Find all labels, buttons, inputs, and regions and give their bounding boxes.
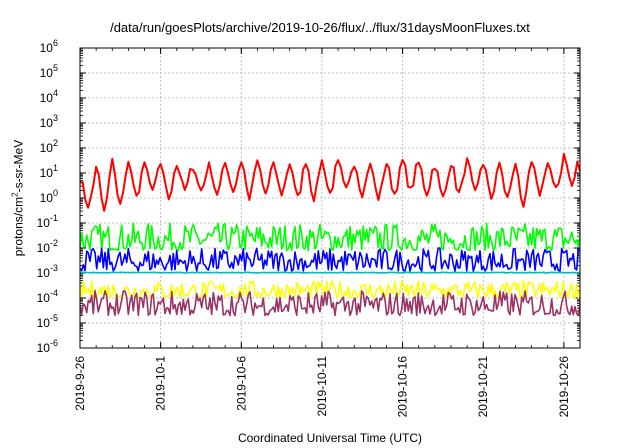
y-tick-label: 10-1 — [37, 213, 58, 230]
x-tick-label: 2019-10-21 — [476, 356, 490, 418]
plot-frame — [79, 47, 581, 349]
y-tick-label: 10-5 — [37, 313, 58, 330]
y-tick-label: 10-4 — [37, 288, 58, 305]
x-tick-label: 2019-10-26 — [557, 356, 571, 418]
y-tick-label: 105 — [40, 63, 58, 80]
y-tick-label: 100 — [40, 188, 58, 205]
y-tick-label: 102 — [40, 138, 58, 155]
series-line-1 — [79, 152, 581, 212]
y-tick-label: 103 — [40, 113, 58, 130]
y-tick-label: 101 — [40, 163, 58, 180]
series-line-6 — [79, 289, 581, 317]
chart-grid — [79, 47, 580, 349]
x-tick-label: 2019-10-16 — [396, 356, 410, 418]
chart-title: /data/run/goesPlots/archive/2019-10-26/f… — [110, 20, 530, 35]
y-tick-label: 10-6 — [37, 338, 58, 355]
series-line-2 — [79, 222, 581, 252]
x-tick-label: 2019-9-26 — [73, 356, 87, 411]
series-line-5 — [79, 280, 581, 299]
y-tick-label: 10-3 — [37, 263, 58, 280]
series-line-4 — [79, 247, 581, 272]
y-tick-labels: 10-6 10-5 10-4 10-3 10-2 10-1 100 101 102 103 104 1… — [37, 38, 58, 355]
y-axis-label: protons/cm2-s-sr-MeV — [10, 139, 26, 257]
x-tick-labels: 2019-9-26 2019-10-1 2019-10-6 2019-10-11 201… — [73, 356, 571, 418]
x-tick-label: 2019-10-6 — [234, 356, 248, 411]
y-tick-label: 104 — [40, 88, 58, 105]
x-tick-label: 2019-10-11 — [315, 356, 329, 417]
chart-series — [79, 152, 581, 317]
series-line-3 — [79, 271, 581, 274]
y-tick-label: 106 — [40, 38, 58, 55]
y-tick-label: 10-2 — [37, 238, 58, 255]
x-tick-label: 2019-10-1 — [154, 356, 168, 411]
x-axis-label: Coordinated Universal Time (UTC) — [237, 431, 423, 445]
